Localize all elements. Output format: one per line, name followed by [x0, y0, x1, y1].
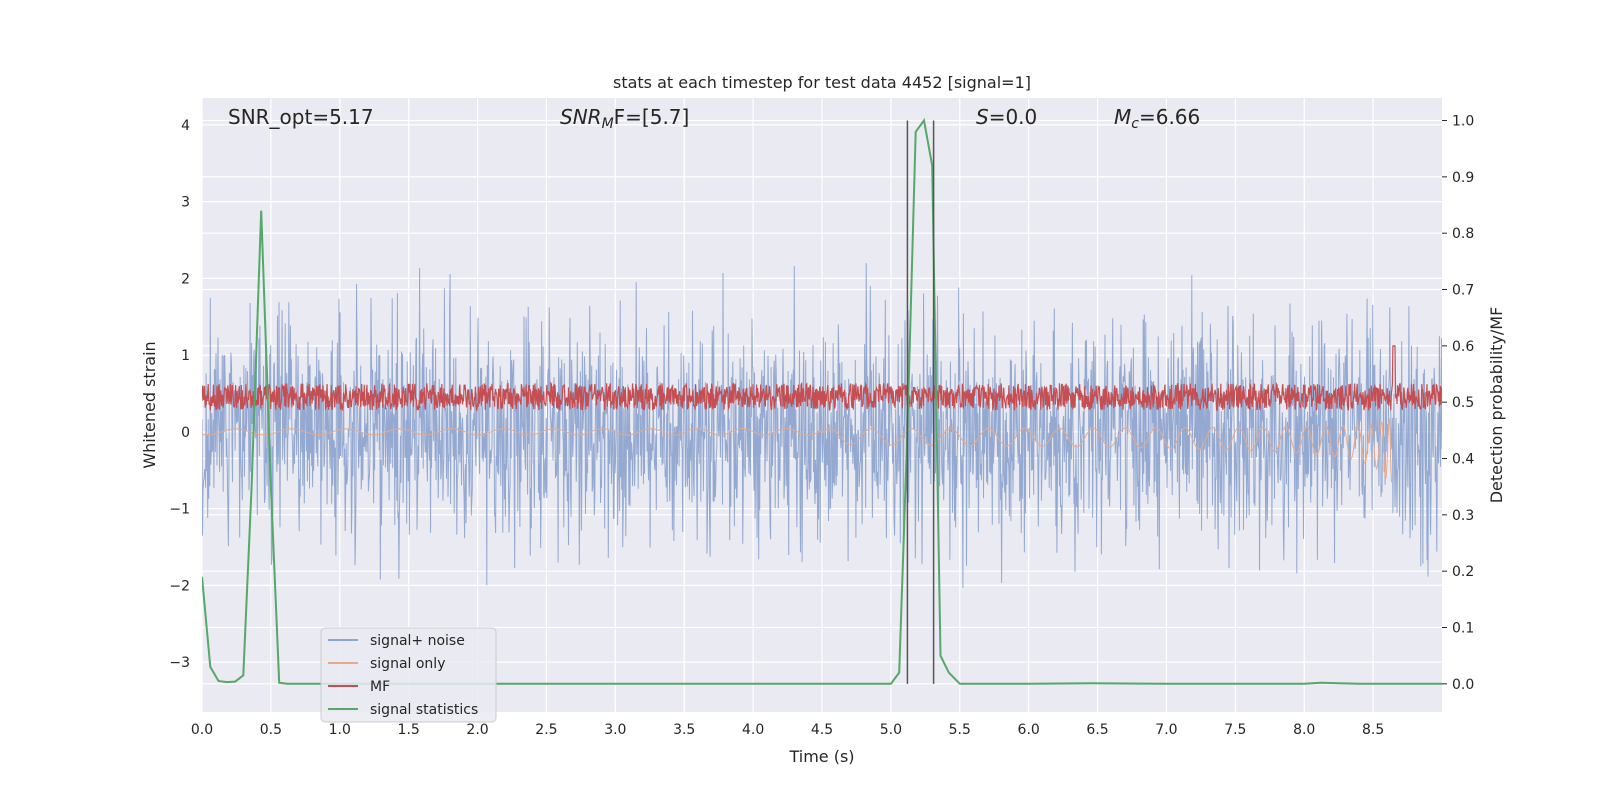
legend-label-signal-statistics: signal statistics: [370, 702, 478, 718]
y-left-tick-label: 1: [181, 348, 190, 364]
annotation-mc: Mc=6.66: [1114, 105, 1200, 132]
y-right-tick-label: 0.8: [1452, 226, 1474, 242]
x-tick-label: 0.5: [260, 722, 282, 738]
y-axis-label-left: Whitened strain: [140, 341, 159, 468]
x-tick-label: 5.5: [949, 722, 971, 738]
y-axis-label-right: Detection probability/MF: [1487, 307, 1506, 504]
x-tick-label: 1.5: [398, 722, 420, 738]
x-tick-label: 7.5: [1224, 722, 1246, 738]
legend-box: [320, 627, 497, 723]
x-tick-label: 1.0: [329, 722, 351, 738]
y-left-tick-label: −1: [169, 502, 190, 518]
legend: signal+ noise signal only MF signal stat…: [320, 627, 497, 723]
x-tick-label: 6.0: [1018, 722, 1040, 738]
annotation-s: S=0.0: [976, 105, 1037, 129]
x-tick-label: 4.5: [811, 722, 833, 738]
annotation-snr-mf: SNRMF=[5.7]: [560, 105, 689, 132]
x-tick-label: 8.5: [1362, 722, 1384, 738]
x-tick-label: 2.5: [535, 722, 557, 738]
y-right-tick-label: 0.1: [1452, 621, 1474, 637]
y-left-tick-label: −3: [169, 655, 190, 671]
y-right-tick-label: 0.3: [1452, 508, 1474, 524]
y-right-tick-label: 0.6: [1452, 339, 1474, 355]
grid: [201, 98, 1442, 712]
x-tick-label: 4.0: [742, 722, 764, 738]
y-right-tick-label: 0.7: [1452, 283, 1474, 299]
x-tick-label: 8.0: [1293, 722, 1315, 738]
y-right-tick-label: 0.5: [1452, 395, 1474, 411]
y-right-tick-label: 0.4: [1452, 452, 1474, 468]
series-signal-noise: [202, 263, 1442, 588]
x-tick-label: 6.5: [1086, 722, 1108, 738]
x-tick-label: 0.0: [191, 722, 213, 738]
x-axis-label: Time (s): [788, 747, 854, 766]
chart-title: stats at each timestep for test data 445…: [613, 73, 1031, 92]
y-left-tick-label: 0: [181, 425, 190, 441]
legend-label-signal-only: signal only: [370, 656, 445, 672]
legend-label-signal-noise: signal+ noise: [370, 633, 465, 649]
x-tick-label: 3.5: [673, 722, 695, 738]
y-right-tick-label: 0.2: [1452, 564, 1474, 580]
y-right-tick-label: 1.0: [1452, 114, 1474, 130]
y-right-tick-label: 0.0: [1452, 677, 1474, 693]
legend-label-mf: MF: [370, 679, 390, 695]
y-left-tick-label: 2: [181, 271, 190, 287]
series-mf: [202, 345, 1442, 412]
y-left-tick-label: 4: [181, 118, 190, 134]
y-left-tick-label: 3: [181, 195, 190, 211]
series-signal-statistics: [202, 118, 1442, 685]
x-tick-label: 2.0: [466, 722, 488, 738]
x-tick-label: 5.0: [880, 722, 902, 738]
x-tick-label: 7.0: [1155, 722, 1177, 738]
series-layer: [202, 118, 1442, 685]
y-left-tick-label: −2: [169, 578, 190, 594]
ticks: 0.0 0.5 1.0 1.5 2.0 2.5 3.0 3.5 4.0 4.5 5.0 5.5 6.0 6…: [169, 114, 1474, 738]
y-right-tick-label: 0.9: [1452, 170, 1474, 186]
annotation-snr-opt: SNR_opt=5.17: [228, 105, 374, 129]
series-signal-only: [202, 417, 1394, 483]
x-tick-label: 3.0: [604, 722, 626, 738]
